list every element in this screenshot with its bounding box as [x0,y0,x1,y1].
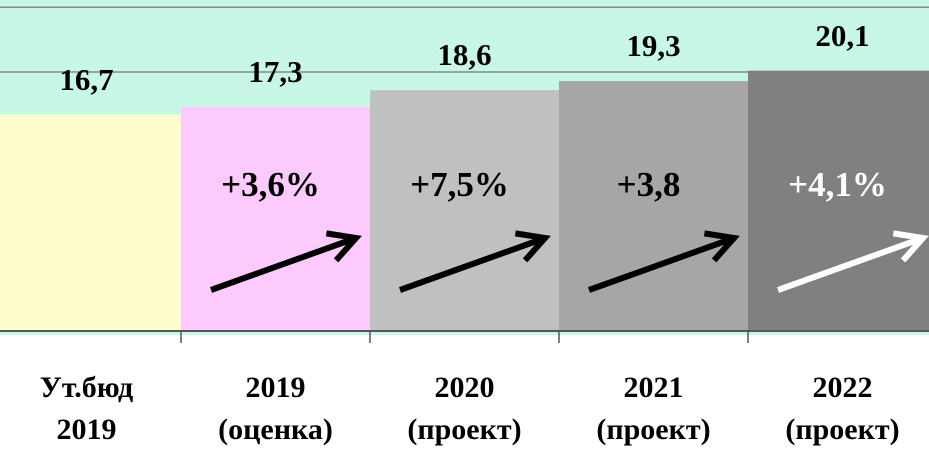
arrow-head [325,230,362,263]
x-tick-line: 2019 [57,413,117,446]
value-label: 18,6 [437,37,491,72]
x-tick-line: (проект) [596,413,710,446]
arrow [209,235,358,293]
value-label: 20,1 [815,18,869,53]
x-tick-line: (проект) [407,413,521,446]
change-annotation: +4,1% [788,165,887,204]
value-label: 17,3 [248,54,302,89]
arrow [776,235,925,293]
x-tick-line: 2020 [435,371,495,404]
x-tick-line: 2019 [246,371,306,404]
x-tick-label: 2020 (проект) [407,371,521,446]
value-label: 19,3 [626,28,680,63]
bar [559,81,748,331]
arrow [398,235,547,293]
x-tick-line: (оценка) [218,413,333,446]
arrow-head [703,230,740,263]
change-annotation: +3,6% [221,165,320,204]
x-tick-line: (проект) [785,413,899,446]
x-tick-label: 2019 (оценка) [218,371,333,446]
arrow-head [514,230,551,263]
x-tick-label: 2022 (проект) [785,371,899,446]
x-tick-label: 2021 (проект) [596,371,710,446]
arrow [587,235,736,293]
change-annotation: +3,8 [617,165,681,204]
x-tick-line: 2022 [813,371,873,404]
bar [181,106,370,331]
x-tick-label: Ут.бюд 2019 [40,371,133,446]
value-label: 16,7 [59,62,113,97]
bar [0,114,181,331]
arrow-head [892,230,929,263]
x-tick-line: Ут.бюд [40,371,133,404]
x-tick-line: 2021 [624,371,684,404]
bar [370,90,559,331]
change-annotation: +7,5% [410,165,509,204]
